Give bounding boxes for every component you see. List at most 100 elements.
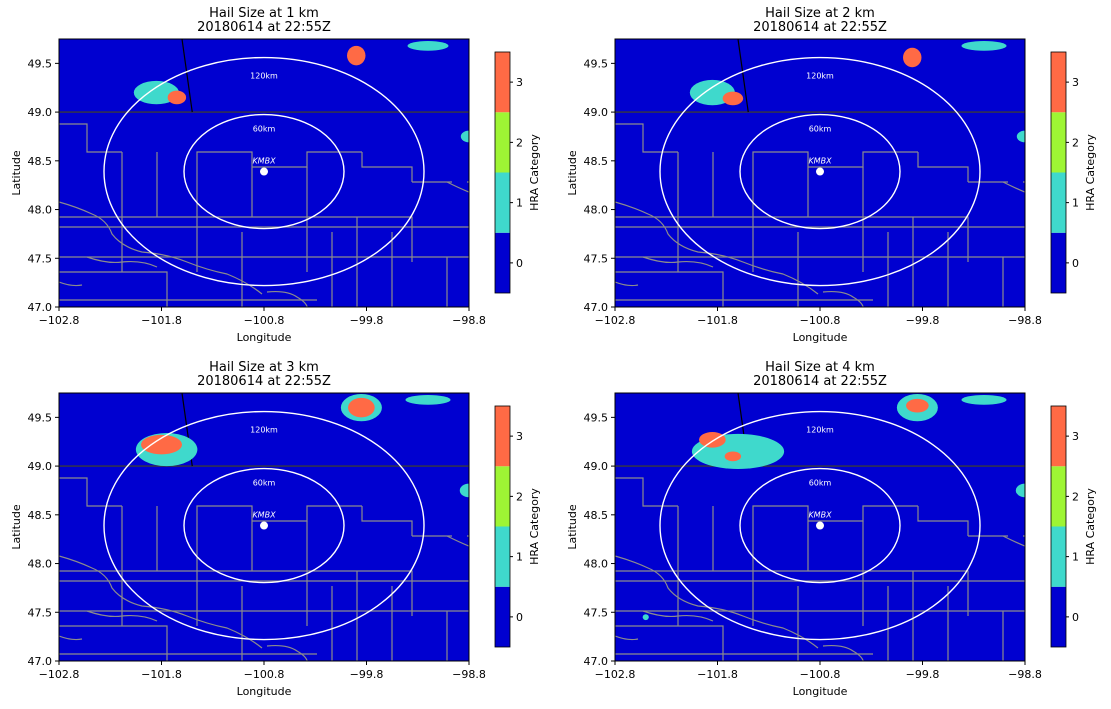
y-tick-label: 49.0 [28, 106, 53, 119]
hail-cell [347, 45, 366, 66]
county-border [252, 505, 362, 522]
county-border [808, 151, 918, 168]
colorbar-segment-2 [1051, 112, 1066, 173]
colorbar-label: HRA Category [528, 134, 541, 211]
colorbar-segment-0 [1051, 232, 1066, 293]
county-border [917, 152, 969, 182]
ring-label-60km: 60km [809, 479, 832, 488]
map-area: 60km 120km KMBX [59, 39, 469, 307]
county-border [615, 123, 678, 153]
county-border [59, 216, 413, 262]
hail-cell [699, 431, 726, 448]
colorbar-tick-label: 1 [516, 197, 523, 210]
map-area: 60km 120km KMBX [615, 39, 1025, 307]
river [266, 644, 308, 661]
x-tick-label: −99.8 [350, 314, 384, 327]
x-tick-label: −98.8 [452, 314, 486, 327]
x-tick-label: −102.8 [595, 668, 636, 681]
x-tick-label: −100.8 [244, 668, 285, 681]
colorbar-tick-label: 0 [516, 611, 523, 624]
river [1002, 535, 1025, 547]
y-axis-label: Latitude [566, 504, 579, 550]
county-boundaries [615, 123, 1025, 307]
hail-cell [961, 40, 1007, 51]
range-ring-60km [183, 113, 345, 230]
county-border [615, 625, 724, 661]
range-ring-60km [739, 467, 901, 584]
colorbar-segment-2 [495, 466, 510, 527]
river [615, 281, 639, 287]
chart-subtitle: 20180614 at 22:55Z [753, 20, 887, 35]
y-tick-label: 48.5 [584, 155, 609, 168]
y-tick-label: 49.5 [584, 411, 609, 424]
chart-title: Hail Size at 1 km [209, 6, 319, 21]
x-axis-label: Longitude [237, 331, 292, 344]
colorbar-tick-label: 0 [516, 257, 523, 270]
colorbar-tick-label: 1 [1072, 197, 1079, 210]
y-tick-label: 49.0 [584, 460, 609, 473]
y-tick-label: 49.0 [584, 106, 609, 119]
county-border [917, 506, 969, 536]
county-border [196, 151, 253, 167]
county-boundaries [59, 477, 469, 661]
colorbar-segment-1 [1051, 172, 1066, 233]
colorbar-tick-label: 3 [1072, 430, 1079, 443]
colorbar-frame [1050, 405, 1067, 648]
county-border [59, 625, 168, 661]
province-border [181, 39, 193, 113]
colorbar-tick-label: 2 [516, 136, 523, 149]
county-border [59, 570, 413, 616]
hail-cell [459, 483, 469, 498]
y-axis-label: Latitude [10, 504, 23, 550]
river [1002, 181, 1025, 193]
hail-cell [141, 434, 182, 455]
radar-site-marker [260, 521, 268, 530]
river [86, 256, 158, 268]
x-tick-label: −101.8 [697, 668, 738, 681]
colorbar-segment-2 [1051, 466, 1066, 527]
chart-title: Hail Size at 4 km [765, 360, 875, 375]
y-tick-label: 47.0 [584, 655, 609, 668]
radar-site-label: KMBX [808, 511, 832, 520]
x-tick-label: −100.8 [244, 314, 285, 327]
y-tick-label: 48.0 [28, 558, 53, 571]
hail-cell [167, 90, 187, 105]
colorbar-segment-3 [1051, 52, 1066, 113]
x-tick-label: −98.8 [452, 668, 486, 681]
radar-site-marker [260, 167, 268, 176]
range-ring-60km [739, 113, 901, 230]
river [446, 535, 469, 547]
radar-site-marker [816, 167, 824, 176]
river [59, 201, 263, 295]
y-tick-label: 48.5 [28, 155, 53, 168]
river [615, 555, 819, 649]
y-axis-label: Latitude [566, 150, 579, 196]
x-tick-label: −98.8 [1008, 668, 1042, 681]
colorbar-tick-label: 2 [516, 490, 523, 503]
y-tick-label: 47.5 [28, 606, 53, 619]
colorbar-tick-label: 3 [1072, 76, 1079, 89]
range-ring-120km [659, 56, 981, 287]
chart-title: Hail Size at 2 km [765, 6, 875, 21]
hail-cell [348, 397, 375, 418]
hail-cell [460, 130, 469, 143]
x-axis-label: Longitude [237, 685, 292, 698]
y-tick-label: 49.5 [28, 57, 53, 70]
river [59, 555, 263, 649]
county-border [196, 505, 253, 521]
county-border [615, 216, 969, 262]
x-tick-label: −98.8 [1008, 314, 1042, 327]
hail-cell [961, 394, 1007, 405]
y-tick-label: 49.5 [584, 57, 609, 70]
x-tick-label: −99.8 [350, 668, 384, 681]
hail-cell [903, 47, 922, 68]
province-border [737, 39, 749, 113]
ring-label-60km: 60km [253, 479, 276, 488]
river [59, 281, 83, 287]
colorbar-segment-0 [1051, 586, 1066, 647]
range-ring-120km [103, 410, 425, 641]
colorbar-segment-0 [495, 586, 510, 647]
colorbar-tick-label: 1 [516, 551, 523, 564]
colorbar-segment-3 [495, 52, 510, 113]
